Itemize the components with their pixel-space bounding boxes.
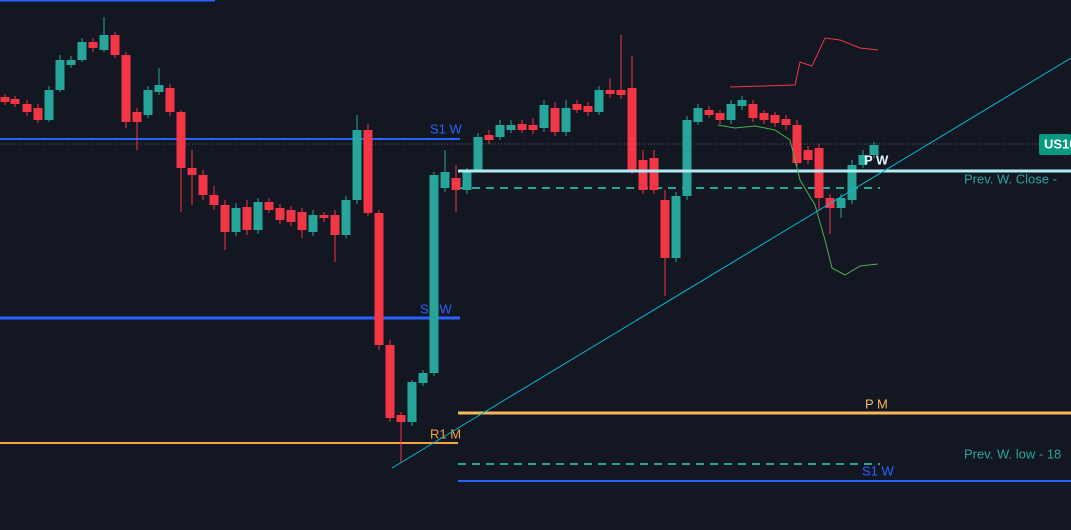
candle-body [572, 104, 582, 110]
candle-body [781, 119, 791, 125]
candle-body [836, 198, 846, 208]
candle-body [176, 112, 186, 168]
level-label: P M [865, 396, 888, 411]
symbol-tag [1039, 134, 1071, 155]
candle-body [539, 105, 549, 128]
candle-body [660, 200, 670, 258]
candle-body [495, 125, 505, 137]
candle-body [0, 97, 10, 102]
candle-body [341, 200, 351, 235]
candle-body [385, 345, 395, 418]
candle-body [506, 125, 516, 130]
candle-body [55, 60, 65, 90]
candle-body [132, 112, 142, 122]
candle-body [198, 175, 208, 195]
candle-body [792, 125, 802, 163]
candle-body [99, 35, 109, 50]
candle-body [737, 100, 747, 106]
level-label: Prev. W. Close - [964, 171, 1057, 186]
candle-body [165, 88, 175, 112]
level-lines: S1 W S2 W R1 M P M Prev. W. Close - Prev… [0, 0, 1071, 482]
candle-body [847, 165, 857, 200]
overlays: P W US10 [391, 37, 1071, 469]
candle-body [352, 130, 362, 200]
candles [0, 17, 879, 462]
candle-body [759, 113, 769, 120]
candle-body [649, 158, 659, 190]
candle-body [594, 90, 604, 112]
candle-body [561, 108, 571, 132]
candle-body [418, 373, 428, 383]
candle-body [330, 215, 340, 235]
candle-body [242, 207, 252, 230]
candle-body [627, 88, 637, 170]
candle-body [88, 42, 98, 48]
candle-body [363, 130, 373, 213]
level-label: S1 W [862, 463, 895, 478]
candle-body [440, 172, 450, 188]
candle-body [429, 175, 439, 373]
candle-body [308, 215, 318, 232]
candle-body [286, 210, 296, 222]
candle-body [33, 108, 43, 120]
level-label: P W [864, 152, 889, 167]
level-label: S1 W [430, 121, 463, 136]
symbol-tag-text: US10 [1044, 136, 1071, 151]
candle-body [10, 99, 20, 104]
trendline [391, 57, 1071, 469]
candle-body [451, 178, 461, 190]
candle-body [22, 104, 32, 112]
candle-body [517, 124, 527, 130]
candle-body [528, 125, 538, 130]
candle-body [550, 108, 560, 132]
upper-band [729, 37, 879, 88]
candle-body [803, 150, 813, 160]
candle-body [154, 85, 164, 92]
candle-body [407, 382, 417, 422]
candle-body [638, 160, 648, 190]
candle-body [264, 202, 274, 210]
candle-body [275, 208, 285, 220]
level-label: Prev. W. low - 18 [964, 446, 1061, 461]
lower-band [717, 124, 879, 276]
candle-body [297, 212, 307, 230]
candle-body [143, 90, 153, 115]
candle-body [253, 202, 263, 230]
candle-body [693, 108, 703, 122]
candle-body [682, 120, 692, 196]
candle-body [616, 90, 626, 95]
candle-body [748, 104, 758, 118]
candle-body [869, 145, 879, 155]
candle-body [396, 415, 406, 422]
candle-body [231, 208, 241, 232]
candle-body [726, 104, 736, 120]
candle-body [473, 137, 483, 170]
candle-body [220, 205, 230, 232]
candle-body [66, 60, 76, 65]
candle-body [715, 113, 725, 120]
candle-body [462, 172, 472, 190]
candle-body [121, 55, 131, 122]
level-label: R1 M [430, 426, 461, 441]
candle-body [187, 168, 197, 175]
candle-body [770, 115, 780, 123]
candle-body [209, 195, 219, 205]
candle-body [605, 90, 615, 94]
candle-body [374, 213, 384, 345]
candle-body [671, 196, 681, 258]
candle-body [583, 106, 593, 112]
candle-body [77, 42, 87, 60]
candle-body [110, 35, 120, 55]
candle-body [704, 110, 714, 115]
candle-body [319, 215, 329, 218]
candle-body [44, 90, 54, 120]
candle-body [484, 135, 494, 140]
candle-body [858, 155, 868, 165]
candle-body [814, 148, 824, 198]
